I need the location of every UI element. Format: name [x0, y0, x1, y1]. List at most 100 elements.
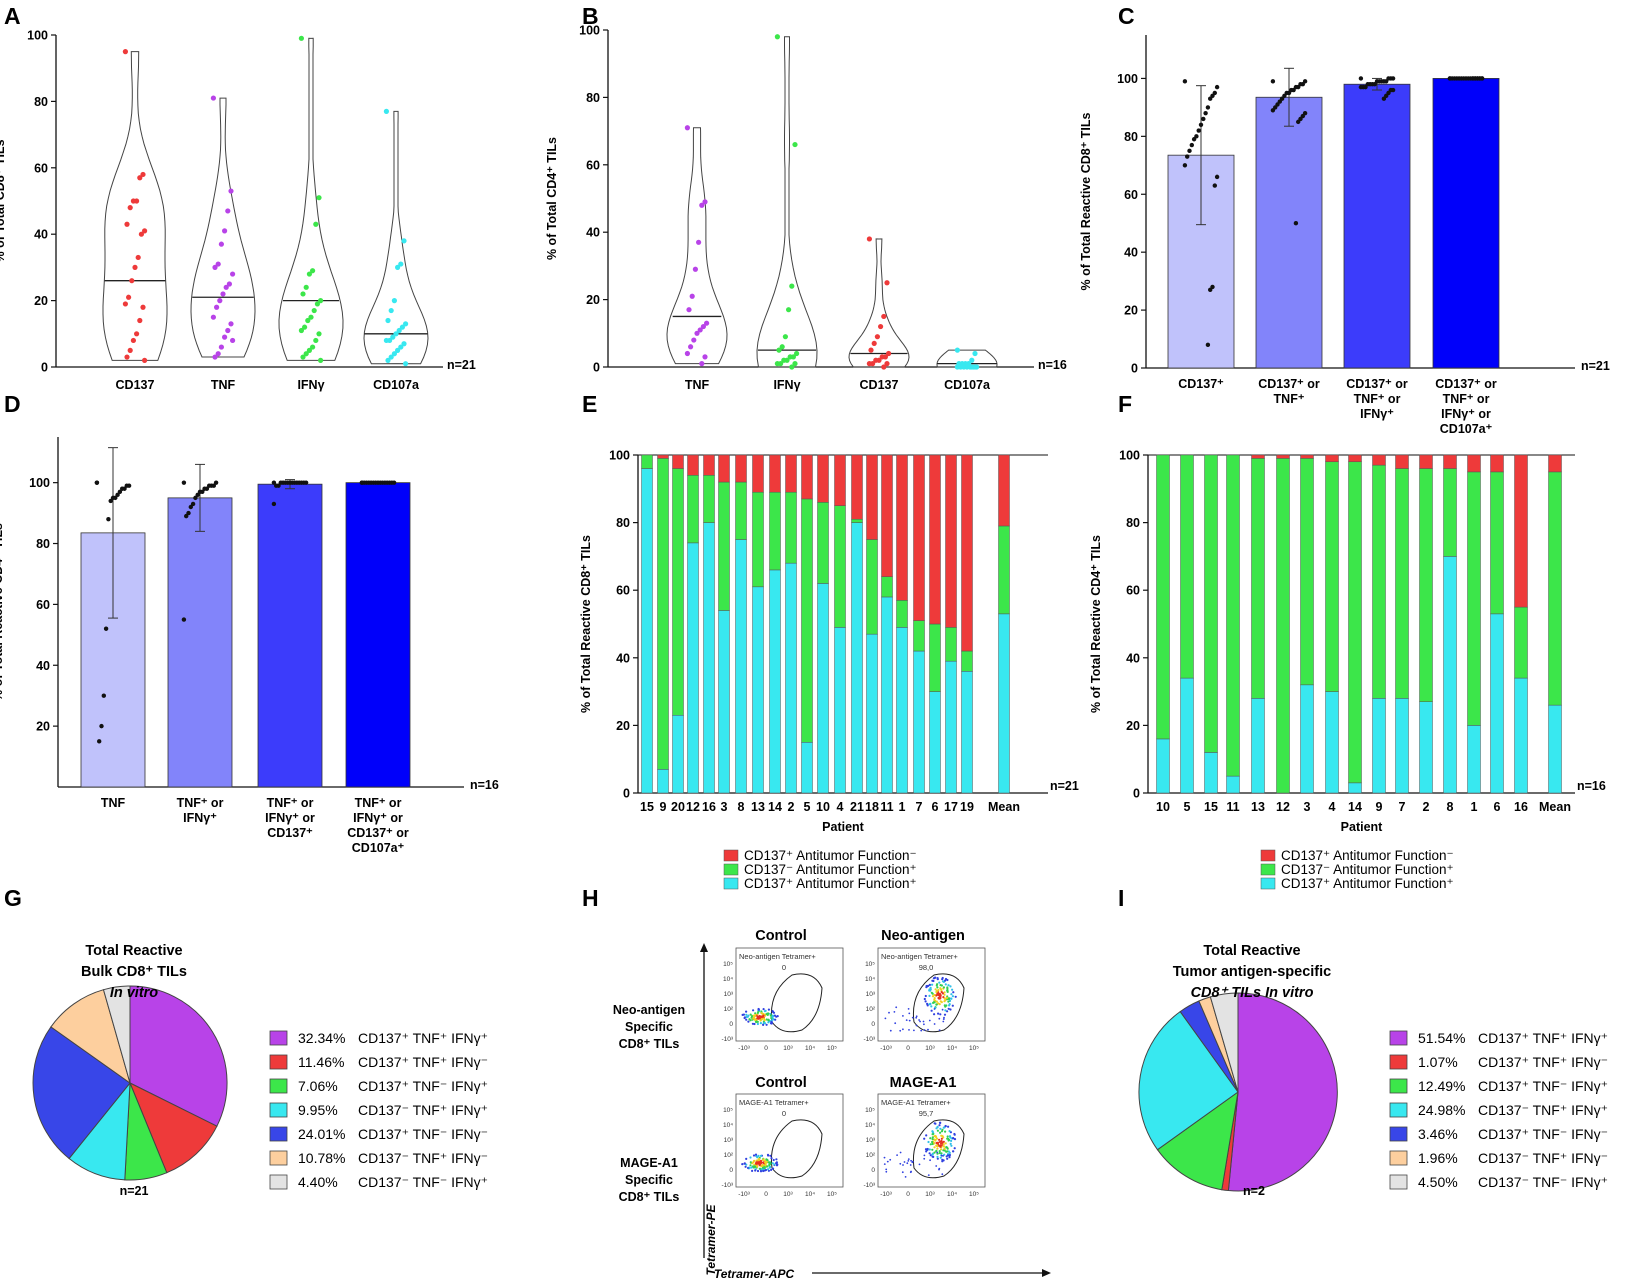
data-point: [684, 350, 691, 357]
data-point: [226, 281, 232, 287]
cell-dot: [762, 1158, 765, 1161]
pie-slice: [50, 989, 131, 1085]
cell-dot: [770, 1022, 773, 1025]
flow-y-tick: 10⁴: [723, 976, 733, 983]
bar: [1255, 96, 1323, 369]
y-tick-label: 0: [623, 787, 630, 801]
flow-y-tick: 10²: [724, 1152, 734, 1159]
cell-dot: [954, 995, 957, 998]
cell-dot: [948, 1130, 951, 1133]
cell-dot: [752, 1166, 756, 1169]
cell-dot: [946, 1146, 949, 1149]
stack-segment: [1348, 454, 1362, 463]
cell-dot: [903, 1161, 906, 1163]
pie-slice: [1138, 1010, 1239, 1151]
stack-segment: [834, 627, 846, 794]
cell-dot: [745, 1157, 748, 1160]
pie-slice: [102, 985, 131, 1084]
cell-dot: [947, 1000, 950, 1003]
data-point: [190, 501, 196, 507]
y-tick-label: 80: [586, 91, 600, 105]
panel-letter-b: B: [582, 3, 599, 29]
flow-x-tick: 10³: [783, 1191, 793, 1198]
legend-pct: 24.01%: [298, 1126, 345, 1142]
legend-swatch: [269, 1174, 288, 1190]
cell-dot: [937, 1002, 940, 1005]
flow-x-tick: 10³: [925, 1191, 935, 1198]
data-point: [689, 293, 695, 299]
cell-dot: [899, 1029, 902, 1032]
cell-dot: [933, 1146, 936, 1149]
cell-dot: [942, 986, 946, 989]
stack-segment: [769, 454, 781, 493]
n-label: n=16: [1038, 358, 1067, 372]
stack-segment: [785, 491, 797, 564]
cell-dot: [924, 1000, 927, 1003]
x-tick-label: TNF⁺ or: [267, 796, 314, 810]
x-tick-label: 10: [1156, 800, 1170, 814]
legend-pct: 4.50%: [1418, 1174, 1458, 1190]
flow-x-tick: 10³: [925, 1045, 935, 1052]
cell-dot: [938, 1168, 940, 1171]
data-point: [181, 480, 187, 485]
pie-title: Total Reactive: [85, 943, 182, 959]
cell-dot: [933, 1013, 936, 1016]
data-point: [130, 198, 136, 204]
cell-dot: [947, 1007, 950, 1010]
cell-dot: [761, 1163, 764, 1167]
data-point: [101, 693, 107, 698]
y-tick-label: 60: [1124, 188, 1138, 202]
cell-dot: [931, 1142, 934, 1146]
stack-segment: [1348, 782, 1362, 794]
cell-dot: [745, 1013, 748, 1016]
cell-dot: [946, 1135, 949, 1138]
flow-y-tick: 10³: [724, 1137, 734, 1144]
data-point: [1296, 119, 1301, 125]
data-point: [222, 334, 228, 340]
legend-label: CD137⁺ TNF⁻ IFNγ⁻: [358, 1126, 488, 1142]
cell-dot: [752, 1016, 756, 1019]
flow-x-tick: 0: [906, 1045, 910, 1052]
cell-dot: [928, 1003, 931, 1006]
x-axis-title: Patient: [822, 820, 865, 834]
cell-dot: [931, 1130, 934, 1133]
flow-y-tick: 10⁵: [865, 1107, 875, 1114]
legend-label: CD137⁻ TNF⁻ IFNγ⁺: [358, 1174, 488, 1190]
violin-outline: [102, 51, 168, 361]
cell-dot: [936, 1141, 940, 1144]
panel-letter-i: I: [1118, 885, 1124, 911]
x-tick-label: CD137: [860, 378, 899, 392]
cell-dot: [935, 1003, 938, 1006]
cell-dot: [934, 988, 937, 991]
cell-dot: [911, 1160, 914, 1163]
y-tick-label: 20: [586, 293, 600, 307]
cell-dot: [947, 984, 950, 987]
legend-swatch: [269, 1030, 288, 1046]
x-tick-label: CD137⁺ or: [1258, 377, 1320, 391]
data-point: [1196, 128, 1201, 133]
cell-dot: [929, 986, 932, 989]
stack-segment: [1467, 471, 1481, 726]
gate-value: 0: [782, 1109, 786, 1118]
panel-letter-a: A: [4, 3, 21, 29]
y-tick-label: 80: [616, 516, 630, 530]
cell-dot: [767, 1019, 770, 1022]
cell-dot: [755, 1020, 758, 1024]
data-point: [782, 334, 789, 340]
cell-dot: [763, 1010, 767, 1013]
n-label: n=16: [1577, 779, 1606, 793]
cell-dot: [940, 1139, 943, 1142]
cell-dot: [924, 994, 927, 998]
legend-pct: 11.46%: [298, 1054, 344, 1070]
x-tick-label: CD137⁺: [1178, 377, 1224, 391]
stack-segment: [1395, 698, 1409, 794]
data-point: [969, 364, 975, 370]
data-point: [212, 354, 218, 360]
stack-segment: [1325, 454, 1339, 463]
legend-pct: 9.95%: [298, 1102, 338, 1118]
cell-dot: [759, 1019, 762, 1022]
panel-c-bar: 0 20 40 60 80 100 % of Total Reactive CD8⁺ TIL…: [1079, 35, 1610, 436]
cell-dot: [927, 1028, 929, 1031]
pie-title: Tumor antigen-specific: [1173, 964, 1331, 980]
